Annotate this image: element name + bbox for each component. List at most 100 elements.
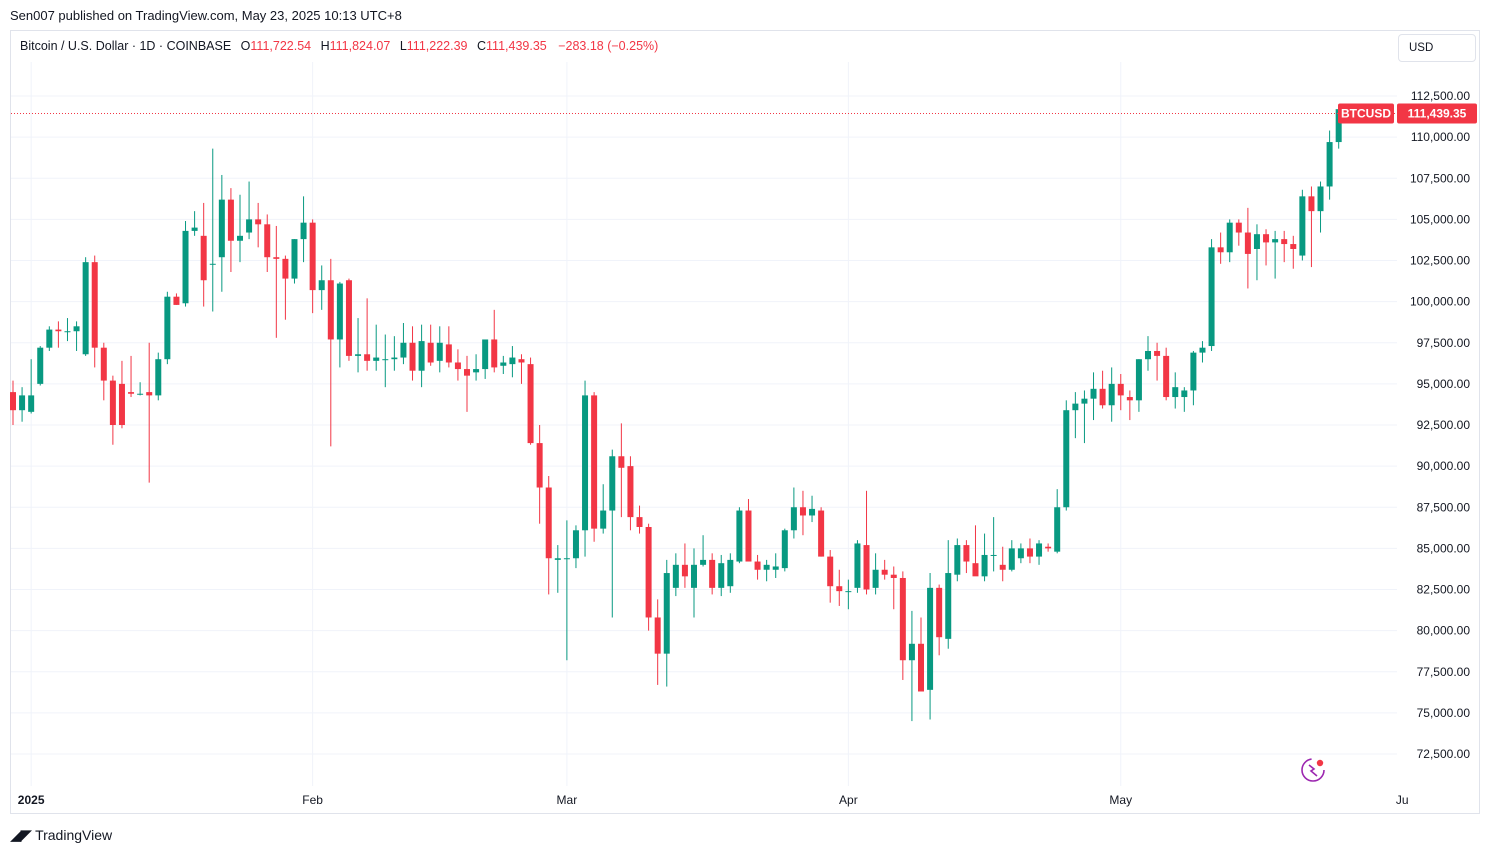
candle-down [972, 525, 979, 577]
candle-body [218, 199, 225, 258]
candle-up [727, 553, 734, 593]
candle-up [872, 553, 879, 595]
candle-down [1263, 229, 1270, 266]
candle-body [681, 564, 688, 577]
candle-body [1181, 390, 1188, 398]
y-tick-label: 80,000.00 [1417, 624, 1471, 638]
candle-body [391, 357, 398, 360]
x-tick-label: 2025 [18, 793, 45, 807]
y-tick-label: 82,500.00 [1417, 583, 1471, 597]
candle-up [82, 257, 89, 356]
candle-down [1217, 232, 1224, 264]
candle-body [809, 508, 816, 516]
candle-body [191, 227, 198, 231]
candle-up [663, 559, 670, 687]
replay-icon[interactable] [1301, 758, 1325, 782]
candle-body [37, 347, 44, 384]
y-tick-label: 97,500.00 [1417, 336, 1471, 350]
candle-body [364, 354, 371, 361]
candle-body [945, 573, 952, 639]
candle-up [600, 484, 607, 534]
x-tick-label: May [1109, 793, 1132, 807]
candle-up [318, 265, 325, 310]
candle-body [990, 554, 997, 556]
candle-up [1199, 341, 1206, 363]
candle-body [1235, 222, 1242, 233]
candle-down [963, 540, 970, 574]
candle-up [927, 573, 934, 720]
candle-body [1326, 142, 1333, 187]
candle-down [654, 599, 661, 685]
candle-body [963, 545, 970, 562]
candle-down [918, 617, 924, 692]
candle-body [627, 466, 634, 518]
candle-body [100, 347, 107, 381]
candle-body [1299, 196, 1306, 256]
time-axis: 2025 Feb Mar Apr May Ju [18, 793, 1409, 807]
candle-down [1026, 538, 1033, 564]
candle-body [345, 280, 352, 356]
candle-body [382, 359, 389, 361]
grid-lines [11, 62, 1397, 786]
candle-body [645, 526, 652, 618]
last-price-tag-bg [1397, 103, 1477, 124]
candle-body [654, 617, 661, 654]
candle-body [436, 342, 443, 361]
candle-down [754, 554, 761, 580]
candle-down [118, 360, 125, 429]
candle-down [1117, 374, 1124, 411]
publisher-line: Sen007 published on TradingView.com, May… [10, 8, 402, 23]
candle-down [255, 202, 262, 248]
open-value: 111,722.54 [250, 39, 312, 53]
tradingview-logo[interactable]: ◢◤ TradingView [10, 826, 112, 844]
currency-button[interactable]: USD [1398, 34, 1476, 62]
candle-body [1036, 543, 1043, 557]
candle-down [109, 375, 116, 445]
candle-up [355, 318, 362, 373]
candle-up [291, 239, 298, 284]
candle-body [827, 556, 834, 587]
candle-body [336, 283, 343, 340]
candle-up [1145, 336, 1151, 371]
candle-up [691, 548, 697, 618]
candle-up [1054, 489, 1061, 554]
candle-body [128, 392, 135, 394]
candle-up [1326, 130, 1333, 200]
candle-body [1072, 403, 1079, 411]
candle-body [582, 395, 589, 531]
candle-down [1281, 230, 1288, 263]
y-tick-label: 100,000.00 [1410, 295, 1470, 309]
y-tick-label: 102,500.00 [1410, 254, 1470, 268]
candle-up [155, 352, 162, 401]
candle-up [482, 339, 489, 379]
candle-down [364, 298, 371, 371]
candle-down [591, 392, 598, 542]
candle-body [300, 222, 307, 240]
candle-body [790, 507, 797, 531]
candle-body [273, 257, 280, 259]
candle-up [1190, 350, 1197, 406]
candle-up [1135, 359, 1142, 412]
candle-body [355, 354, 362, 356]
candle-body [1145, 350, 1151, 360]
symbol-title: Bitcoin / U.S. Dollar · 1D · COINBASE [20, 39, 232, 53]
candle-body [727, 559, 734, 587]
candle-body [509, 357, 516, 365]
candle-body [563, 558, 570, 560]
candle-down [863, 490, 870, 595]
candle-up [473, 354, 480, 381]
candle-up [37, 346, 44, 386]
candle-body [282, 258, 289, 279]
candle-body [209, 263, 216, 265]
tradingview-logo-icon: ◢◤ [10, 827, 32, 844]
candle-body [10, 392, 16, 411]
candle-down [1126, 390, 1133, 421]
candle-up [164, 291, 171, 365]
series-tag: BTCUSD [1341, 106, 1391, 120]
candle-body [772, 566, 779, 570]
candle-up [382, 334, 389, 388]
candle-body [237, 235, 243, 241]
candle-up [990, 517, 997, 572]
candle-down [327, 258, 334, 447]
